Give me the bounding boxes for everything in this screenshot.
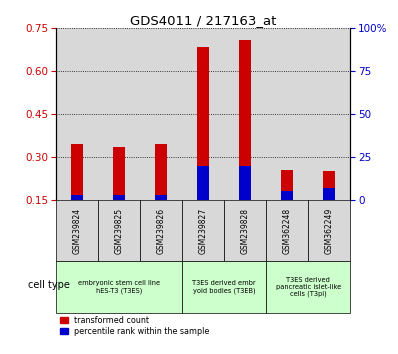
Bar: [98, 28, 140, 200]
Bar: [323, 188, 335, 200]
Bar: [308, 28, 350, 200]
Bar: [56, 200, 98, 261]
Bar: [281, 170, 293, 200]
Text: T3ES derived
pancreatic islet-like
cells (T3pi): T3ES derived pancreatic islet-like cells…: [275, 277, 341, 297]
Text: T3ES derived embr
yoid bodies (T3EB): T3ES derived embr yoid bodies (T3EB): [192, 280, 256, 294]
Title: GDS4011 / 217163_at: GDS4011 / 217163_at: [130, 14, 276, 27]
Bar: [56, 261, 182, 313]
Text: embryonic stem cell line
hES-T3 (T3ES): embryonic stem cell line hES-T3 (T3ES): [78, 280, 160, 294]
Bar: [266, 28, 308, 200]
Bar: [113, 147, 125, 200]
Bar: [182, 28, 224, 200]
Bar: [266, 261, 350, 313]
Legend: transformed count, percentile rank within the sample: transformed count, percentile rank withi…: [60, 315, 210, 336]
Bar: [182, 261, 266, 313]
Bar: [308, 200, 350, 261]
Bar: [197, 166, 209, 200]
Bar: [140, 28, 182, 200]
Text: GSM239828: GSM239828: [240, 207, 250, 253]
Bar: [224, 28, 266, 200]
Bar: [155, 195, 167, 200]
Bar: [266, 200, 308, 261]
Bar: [281, 191, 293, 200]
Text: GSM362248: GSM362248: [283, 207, 292, 253]
Bar: [323, 171, 335, 200]
Bar: [239, 166, 251, 200]
Text: GSM239827: GSM239827: [199, 207, 207, 253]
Bar: [140, 200, 182, 261]
Bar: [197, 47, 209, 200]
Bar: [98, 200, 140, 261]
Text: GSM362249: GSM362249: [325, 207, 334, 253]
Bar: [71, 144, 83, 200]
Bar: [71, 195, 83, 200]
Bar: [155, 144, 167, 200]
Text: GSM239824: GSM239824: [72, 207, 81, 253]
Text: cell type: cell type: [28, 280, 70, 290]
Text: GSM239825: GSM239825: [114, 207, 123, 253]
Bar: [56, 28, 98, 200]
Bar: [182, 200, 224, 261]
Text: GSM239826: GSM239826: [156, 207, 166, 253]
Bar: [239, 40, 251, 200]
Bar: [224, 200, 266, 261]
Bar: [113, 195, 125, 200]
